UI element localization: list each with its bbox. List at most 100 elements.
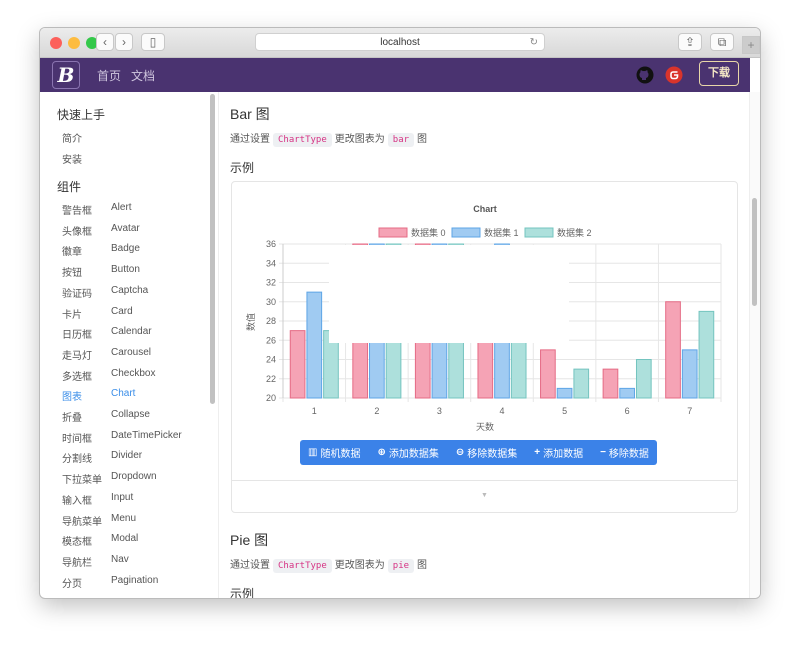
code-charttype: ChartType [273, 133, 332, 147]
chart-action-button[interactable]: ⊖ 移除数据集 [456, 445, 517, 460]
download-button[interactable]: 下载 [699, 61, 739, 86]
sidebar-item-zh: 模态框 [62, 537, 92, 549]
sidebar-item-menu[interactable]: 导航菜单 Menu [62, 513, 136, 528]
text: 通过设置 [230, 560, 270, 571]
chart-overlay [329, 245, 569, 343]
sidebar-item-zh: 多选框 [62, 371, 92, 383]
sidebar-item-datetimepicker[interactable]: 时间框 DateTimePicker [62, 430, 182, 445]
nav-docs[interactable]: 文档 [131, 69, 156, 83]
sidebar-item-carousel[interactable]: 走马灯 Carousel [62, 347, 151, 362]
github-icon[interactable] [636, 66, 654, 84]
sidebar-item-button[interactable]: 按钮 Button [62, 264, 140, 279]
tabs-icon[interactable]: ⧉ [710, 33, 734, 51]
x-tick-label: 1 [312, 406, 317, 416]
button-label: 添加数据 [543, 449, 584, 460]
sidebar-item-zh: 下拉菜单 [62, 475, 102, 487]
chart-example-card: Chart 数据集 0 数据集 1 数据集 2 20 22 24 26 28 30 32 34 36 1 2… [231, 181, 738, 513]
chart-action-button[interactable]: − 移除数据 [600, 445, 649, 460]
legend-label: 数据集 1 [484, 227, 519, 238]
sidebar-item-card[interactable]: 卡片 Card [62, 306, 133, 321]
x-tick-label: 7 [687, 406, 692, 416]
sidebar-item-zh: 导航栏 [62, 557, 92, 569]
chart-action-button[interactable]: ⊕ 添加数据集 [377, 445, 438, 460]
close-window-button[interactable] [50, 37, 62, 49]
sidebar-item-collapse[interactable]: 折叠 Collapse [62, 409, 150, 424]
sidebar-item-en: Chart [111, 388, 136, 400]
pie-description: 通过设置 ChartType 更改图表为 pie 图 [230, 556, 427, 573]
expand-code-icon[interactable]: ▼ [481, 492, 488, 499]
sidebar-item-en: DateTimePicker [111, 429, 182, 441]
sidebar-item-dropdown[interactable]: 下拉菜单 Dropdown [62, 471, 157, 487]
code-charttype: ChartType [273, 559, 332, 573]
nav-home[interactable]: 首页 [97, 69, 122, 83]
sidebar: 快速上手 简介 安装 组件 警告框 Alert 头像框 Avatar 徽章 Badge 按钮… [40, 92, 218, 598]
bar [556, 387, 573, 399]
bar [681, 349, 698, 399]
chart-action-button[interactable]: ▥ 随机数据 [308, 445, 360, 460]
sidebar-item-zh: 分割线 [62, 454, 92, 466]
chart-title: Chart [473, 204, 497, 214]
legend-label: 数据集 2 [557, 227, 592, 238]
sidebar-item-calendar[interactable]: 日历框 Calendar [62, 326, 152, 341]
sidebar-item-en: Badge [111, 243, 140, 255]
sidebar-scrollbar[interactable] [210, 94, 215, 404]
forward-icon[interactable]: › [115, 33, 133, 51]
sidebar-item-zh: 警告框 [62, 206, 92, 217]
maximize-window-button[interactable] [86, 37, 98, 49]
y-tick-label: 34 [266, 258, 276, 268]
bar-section-title: Bar 图 [230, 106, 270, 122]
sidebar-item-en: Button [111, 264, 140, 276]
share-icon[interactable]: ⇪ [678, 33, 702, 51]
gitee-icon[interactable] [665, 66, 683, 84]
minimize-window-button[interactable] [68, 37, 80, 49]
back-icon[interactable]: ‹ [96, 33, 114, 51]
sidebar-item-intro[interactable]: 简介 [62, 134, 82, 145]
new-tab-icon[interactable]: + [742, 36, 760, 54]
sidebar-item-en: Nav [111, 553, 129, 565]
sidebar-item-zh: 走马灯 [62, 350, 92, 362]
browser-window: ‹ › ▯ localhost ↻ ⇪ ⧉ + B 首页 文档 下载 快速上手 简… [40, 28, 760, 598]
button-label: 移除数据 [608, 449, 649, 460]
sidebar-item-alert[interactable]: 警告框 Alert [62, 202, 132, 217]
sidebar-item-checkbox[interactable]: 多选框 Checkbox [62, 368, 155, 383]
sidebar-item-zh: 头像框 [62, 226, 92, 238]
legend-swatch [451, 227, 481, 238]
sidebar-item-en: Dropdown [111, 471, 157, 483]
sidebar-item-divider[interactable]: 分割线 Divider [62, 450, 142, 466]
sidebar-item-en: Alert [111, 202, 132, 213]
bar [665, 301, 681, 399]
y-axis-label: 数值 [245, 313, 256, 331]
sidebar-item-en: Captcha [111, 284, 149, 296]
button-label: 移除数据集 [467, 449, 518, 460]
sidebar-item-en: Checkbox [111, 367, 156, 379]
sidebar-item-modal[interactable]: 模态框 Modal [62, 533, 138, 549]
chart-action-button[interactable]: + 添加数据 [534, 445, 583, 460]
sidebar-item-nav[interactable]: 导航栏 Nav [62, 554, 129, 569]
main-scrollbar[interactable] [752, 198, 757, 306]
navbar: B 首页 文档 下载 [40, 58, 750, 92]
y-tick-label: 36 [266, 239, 276, 249]
logo[interactable]: B [52, 61, 80, 89]
sidebar-item-install[interactable]: 安装 [62, 155, 82, 166]
reload-icon[interactable]: ↻ [529, 37, 538, 48]
sidebar-toggle-icon[interactable]: ▯ [141, 33, 165, 51]
bar [289, 330, 306, 399]
sidebar-item-avatar[interactable]: 头像框 Avatar [62, 223, 140, 238]
sidebar-item-en: Avatar [111, 222, 140, 234]
example-title-2: 示例 [230, 587, 255, 598]
x-axis-label: 天数 [476, 421, 494, 432]
sidebar-item-chart[interactable]: 图表 Chart [62, 388, 135, 403]
address-bar[interactable]: localhost ↻ [255, 33, 545, 51]
sidebar-item-zh: 分页 [62, 578, 82, 590]
sidebar-item-captcha[interactable]: 验证码 Captcha [62, 285, 148, 300]
sidebar-item-badge[interactable]: 徽章 Badge [62, 243, 140, 258]
sidebar-item-zh: 导航菜单 [62, 516, 102, 528]
bar [619, 387, 635, 399]
sidebar-item-zh: 卡片 [62, 309, 82, 321]
text: 更改图表为 [334, 560, 385, 571]
bar [573, 368, 590, 399]
legend-swatch [378, 227, 408, 238]
sidebar-item-pagination[interactable]: 分页 Pagination [62, 575, 158, 590]
sidebar-item-input[interactable]: 输入框 Input [62, 492, 133, 507]
